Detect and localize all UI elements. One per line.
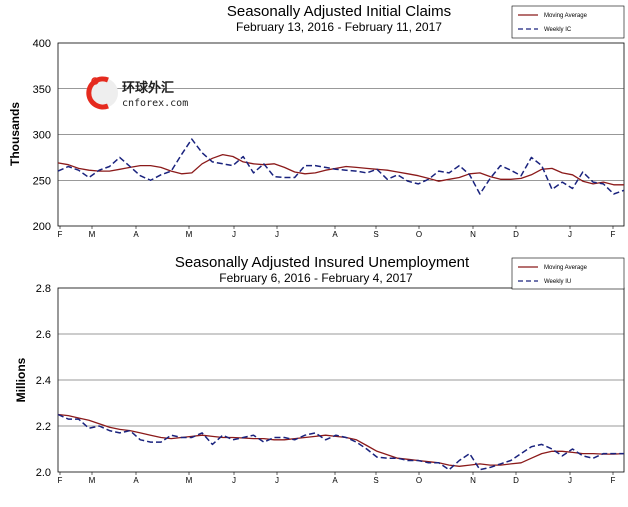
watermark-logo: 环球外汇 cnforex.com [86,76,188,110]
y-tick-labels: 2.0 2.2 2.4 2.6 2.8 [36,283,51,479]
y-tick-label: 400 [33,38,51,50]
x-tick-label: M [186,476,193,485]
initial-claims-chart: Seasonally Adjusted Initial Claims Febru… [8,3,625,239]
logo-swoosh [86,76,109,110]
x-tick-label: A [332,476,338,485]
legend-box [511,5,625,39]
legend-label: Weekly IC [544,27,572,33]
y-tick-labels: 200 250 300 350 400 [33,38,51,233]
legend-label: Moving Average [544,13,588,19]
watermark-text: 环球外汇 [122,80,174,96]
x-tick-label: D [513,230,519,239]
y-tick-label: 2.6 [36,329,51,341]
y-tick-label: 2.2 [36,421,51,433]
y-axis-label: Millions [14,357,28,402]
x-tick-label: J [232,230,236,239]
logo-disc [88,78,118,108]
insured-unemployment-chart: Seasonally Adjusted Insured Unemployment… [14,254,625,485]
legend-label: Weekly IU [544,279,571,285]
gridlines [58,333,624,427]
x-tick-label: D [513,476,519,485]
x-tick-label: M [186,230,193,239]
x-tick-label: O [416,476,422,485]
x-tick-label: N [470,476,476,485]
series-lines [57,138,625,195]
legend: Moving Average Weekly IU [511,257,625,290]
series-lines [57,413,625,471]
x-tick-label: F [58,476,63,485]
x-tick-label: J [568,230,572,239]
logo-dot [91,77,99,85]
x-tick-label: S [373,230,378,239]
chart-title: Seasonally Adjusted Initial Claims [227,3,451,20]
x-tick-label: F [611,476,616,485]
x-tick-label: F [611,230,616,239]
y-tick-label: 2.8 [36,283,51,295]
x-tick-label: J [275,476,279,485]
y-axis-label: Thousands [8,102,22,166]
x-tick-label: O [416,230,422,239]
weekly-series-line [57,413,624,471]
moving-average-line [57,413,625,467]
x-tick-label: J [568,476,572,485]
moving-average-line [57,153,624,186]
y-tick-label: 250 [33,175,51,187]
x-tick-label: A [133,230,139,239]
x-tick-label: A [133,476,139,485]
chart-subtitle: February 13, 2016 - February 11, 2017 [236,20,442,34]
x-tick-label: J [275,230,279,239]
x-tick-label: J [232,476,236,485]
x-tick-label: F [58,230,63,239]
legend: Moving Average Weekly IC [511,5,625,39]
x-tick-label: M [89,230,96,239]
x-tick-label: A [332,230,338,239]
legend-box [511,257,625,290]
chart-title: Seasonally Adjusted Insured Unemployment [175,254,470,271]
x-tick-label: M [89,476,96,485]
x-tick-label: N [470,230,476,239]
legend-label: Moving Average [544,265,588,271]
watermark-url: cnforex.com [122,98,188,109]
y-tick-label: 300 [33,130,51,142]
chart-subtitle: February 6, 2016 - February 4, 2017 [219,271,413,285]
y-tick-label: 2.4 [36,375,51,387]
y-tick-label: 2.0 [36,467,51,479]
gridlines [58,88,624,181]
weekly-series-line [57,138,625,195]
x-tick-label: S [373,476,378,485]
y-tick-label: 350 [33,84,51,96]
y-tick-label: 200 [33,221,51,233]
